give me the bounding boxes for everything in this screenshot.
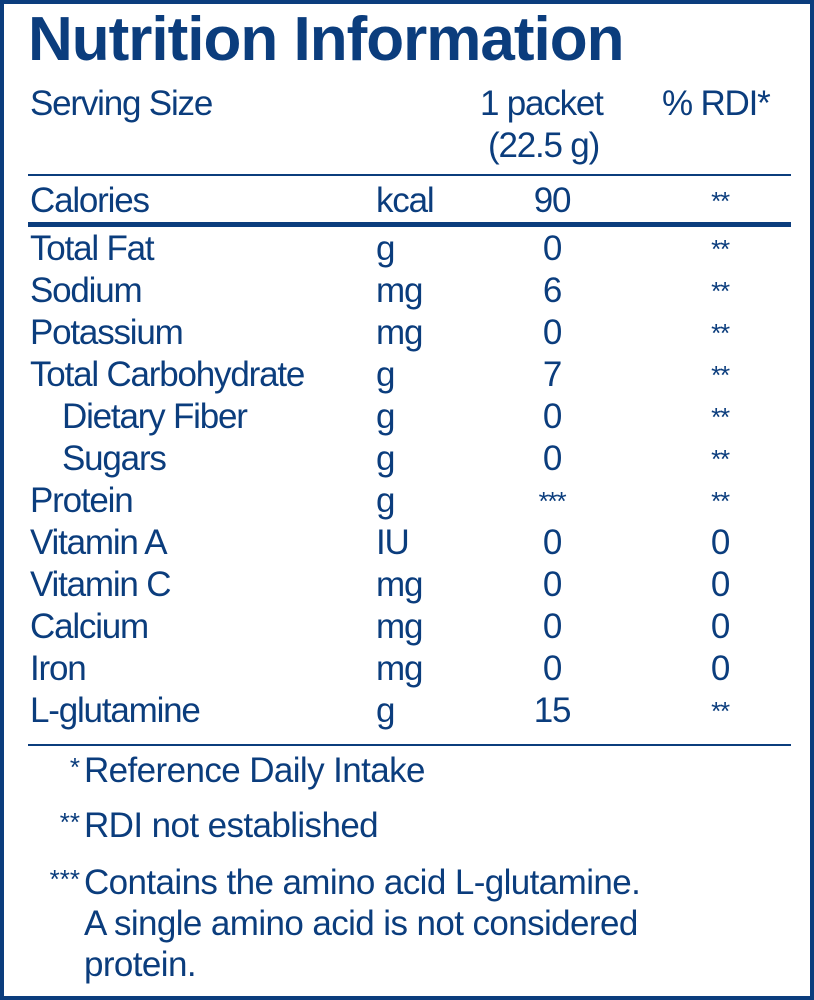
nutrient-name: Calcium: [30, 607, 149, 646]
nutrient-name: Potassium: [30, 313, 184, 352]
divider-thick: [28, 222, 791, 227]
nutrient-unit: g: [376, 481, 395, 520]
footnote-mark: **: [59, 807, 80, 837]
nutrient-unit: g: [376, 439, 395, 478]
nutrient-row: Protein g *** **: [0, 481, 814, 523]
nutrient-rdi: **: [711, 696, 730, 726]
rdi-header: % RDI*: [662, 84, 771, 123]
nutrient-rdi: **: [711, 234, 730, 264]
nutrient-rdi: **: [711, 444, 730, 474]
nutrient-unit: g: [376, 229, 395, 268]
nutrient-row: Total Carbohydrate g 7 **: [0, 355, 814, 397]
footnote-text: RDI not established: [84, 806, 379, 845]
nutrient-name: Vitamin C: [30, 565, 171, 604]
nutrient-rdi: 0: [710, 607, 730, 646]
footnote-text: Reference Daily Intake: [84, 751, 425, 790]
nutrient-row: Sodium mg 6 **: [0, 271, 814, 313]
nutrient-rdi: **: [711, 486, 730, 516]
nutrient-row: Vitamin C mg 0 0: [0, 565, 814, 607]
nutrient-name: Calories: [30, 181, 150, 220]
nutrient-rdi: 0: [710, 649, 730, 688]
nutrient-amount: 0: [542, 565, 562, 604]
nutrient-row: L-glutamine g 15 **: [0, 691, 814, 733]
nutrient-unit: mg: [376, 565, 423, 604]
nutrient-amount: 0: [542, 649, 562, 688]
nutrient-name: Sodium: [30, 271, 143, 310]
nutrient-rdi: **: [711, 402, 730, 432]
nutrient-unit: g: [376, 397, 395, 436]
nutrient-amount: 0: [542, 439, 562, 478]
nutrient-rdi: **: [711, 318, 730, 348]
nutrient-unit: mg: [376, 649, 423, 688]
nutrient-amount: 6: [542, 271, 562, 310]
nutrient-name: Sugars: [62, 439, 167, 478]
nutrient-rdi: 0: [710, 565, 730, 604]
serving-amount: 1 packet: [480, 84, 604, 123]
nutrient-row: Sugars g 0 **: [0, 439, 814, 481]
nutrient-rdi: **: [711, 276, 730, 306]
nutrient-amount: 0: [542, 397, 562, 436]
footnote-text: Contains the amino acid L-glutamine.: [84, 863, 641, 902]
nutrient-row: Iron mg 0 0: [0, 649, 814, 691]
footnote-mark: *: [69, 752, 80, 782]
nutrient-unit: kcal: [376, 181, 435, 220]
nutrient-unit: mg: [376, 313, 423, 352]
serving-size-label: Serving Size: [30, 84, 213, 123]
nutrient-rdi: **: [711, 360, 730, 390]
nutrient-name: Iron: [30, 649, 87, 688]
nutrient-unit: g: [376, 691, 395, 730]
label-title: Nutrition Information: [28, 5, 624, 74]
nutrient-row: Total Fat g 0 **: [0, 229, 814, 271]
nutrient-name: Total Fat: [30, 229, 155, 268]
nutrient-amount: ***: [538, 486, 567, 516]
nutrient-row: Potassium mg 0 **: [0, 313, 814, 355]
divider-bottom: [28, 744, 791, 746]
nutrient-rdi: 0: [710, 523, 730, 562]
nutrient-amount: 15: [533, 691, 572, 730]
nutrient-unit: IU: [376, 523, 410, 562]
nutrient-row: Vitamin A IU 0 0: [0, 523, 814, 565]
nutrient-row: Calcium mg 0 0: [0, 607, 814, 649]
nutrient-unit: mg: [376, 271, 423, 310]
nutrient-amount: 0: [542, 607, 562, 646]
nutrient-amount: 0: [542, 313, 562, 352]
nutrient-name: Total Carbohydrate: [30, 355, 305, 394]
nutrient-amount: 0: [542, 523, 562, 562]
nutrient-unit: mg: [376, 607, 423, 646]
nutrient-row: Dietary Fiber g 0 **: [0, 397, 814, 439]
footnote-text: protein.: [84, 945, 197, 984]
divider-thin: [28, 174, 791, 176]
footnote-mark: ***: [49, 864, 80, 894]
calories-row: Calories kcal 90 **: [0, 181, 814, 223]
nutrient-name: Dietary Fiber: [62, 397, 248, 436]
serving-weight: (22.5 g): [488, 126, 600, 165]
nutrient-amount: 90: [533, 181, 572, 220]
nutrient-name: Vitamin A: [30, 523, 168, 562]
nutrient-name: L-glutamine: [30, 691, 201, 730]
nutrient-unit: g: [376, 355, 395, 394]
nutrient-amount: 0: [542, 229, 562, 268]
footnote-text: A single amino acid is not considered: [84, 904, 638, 943]
nutrient-amount: 7: [542, 355, 562, 394]
nutrient-name: Protein: [30, 481, 134, 520]
nutrient-rdi: **: [711, 186, 730, 216]
